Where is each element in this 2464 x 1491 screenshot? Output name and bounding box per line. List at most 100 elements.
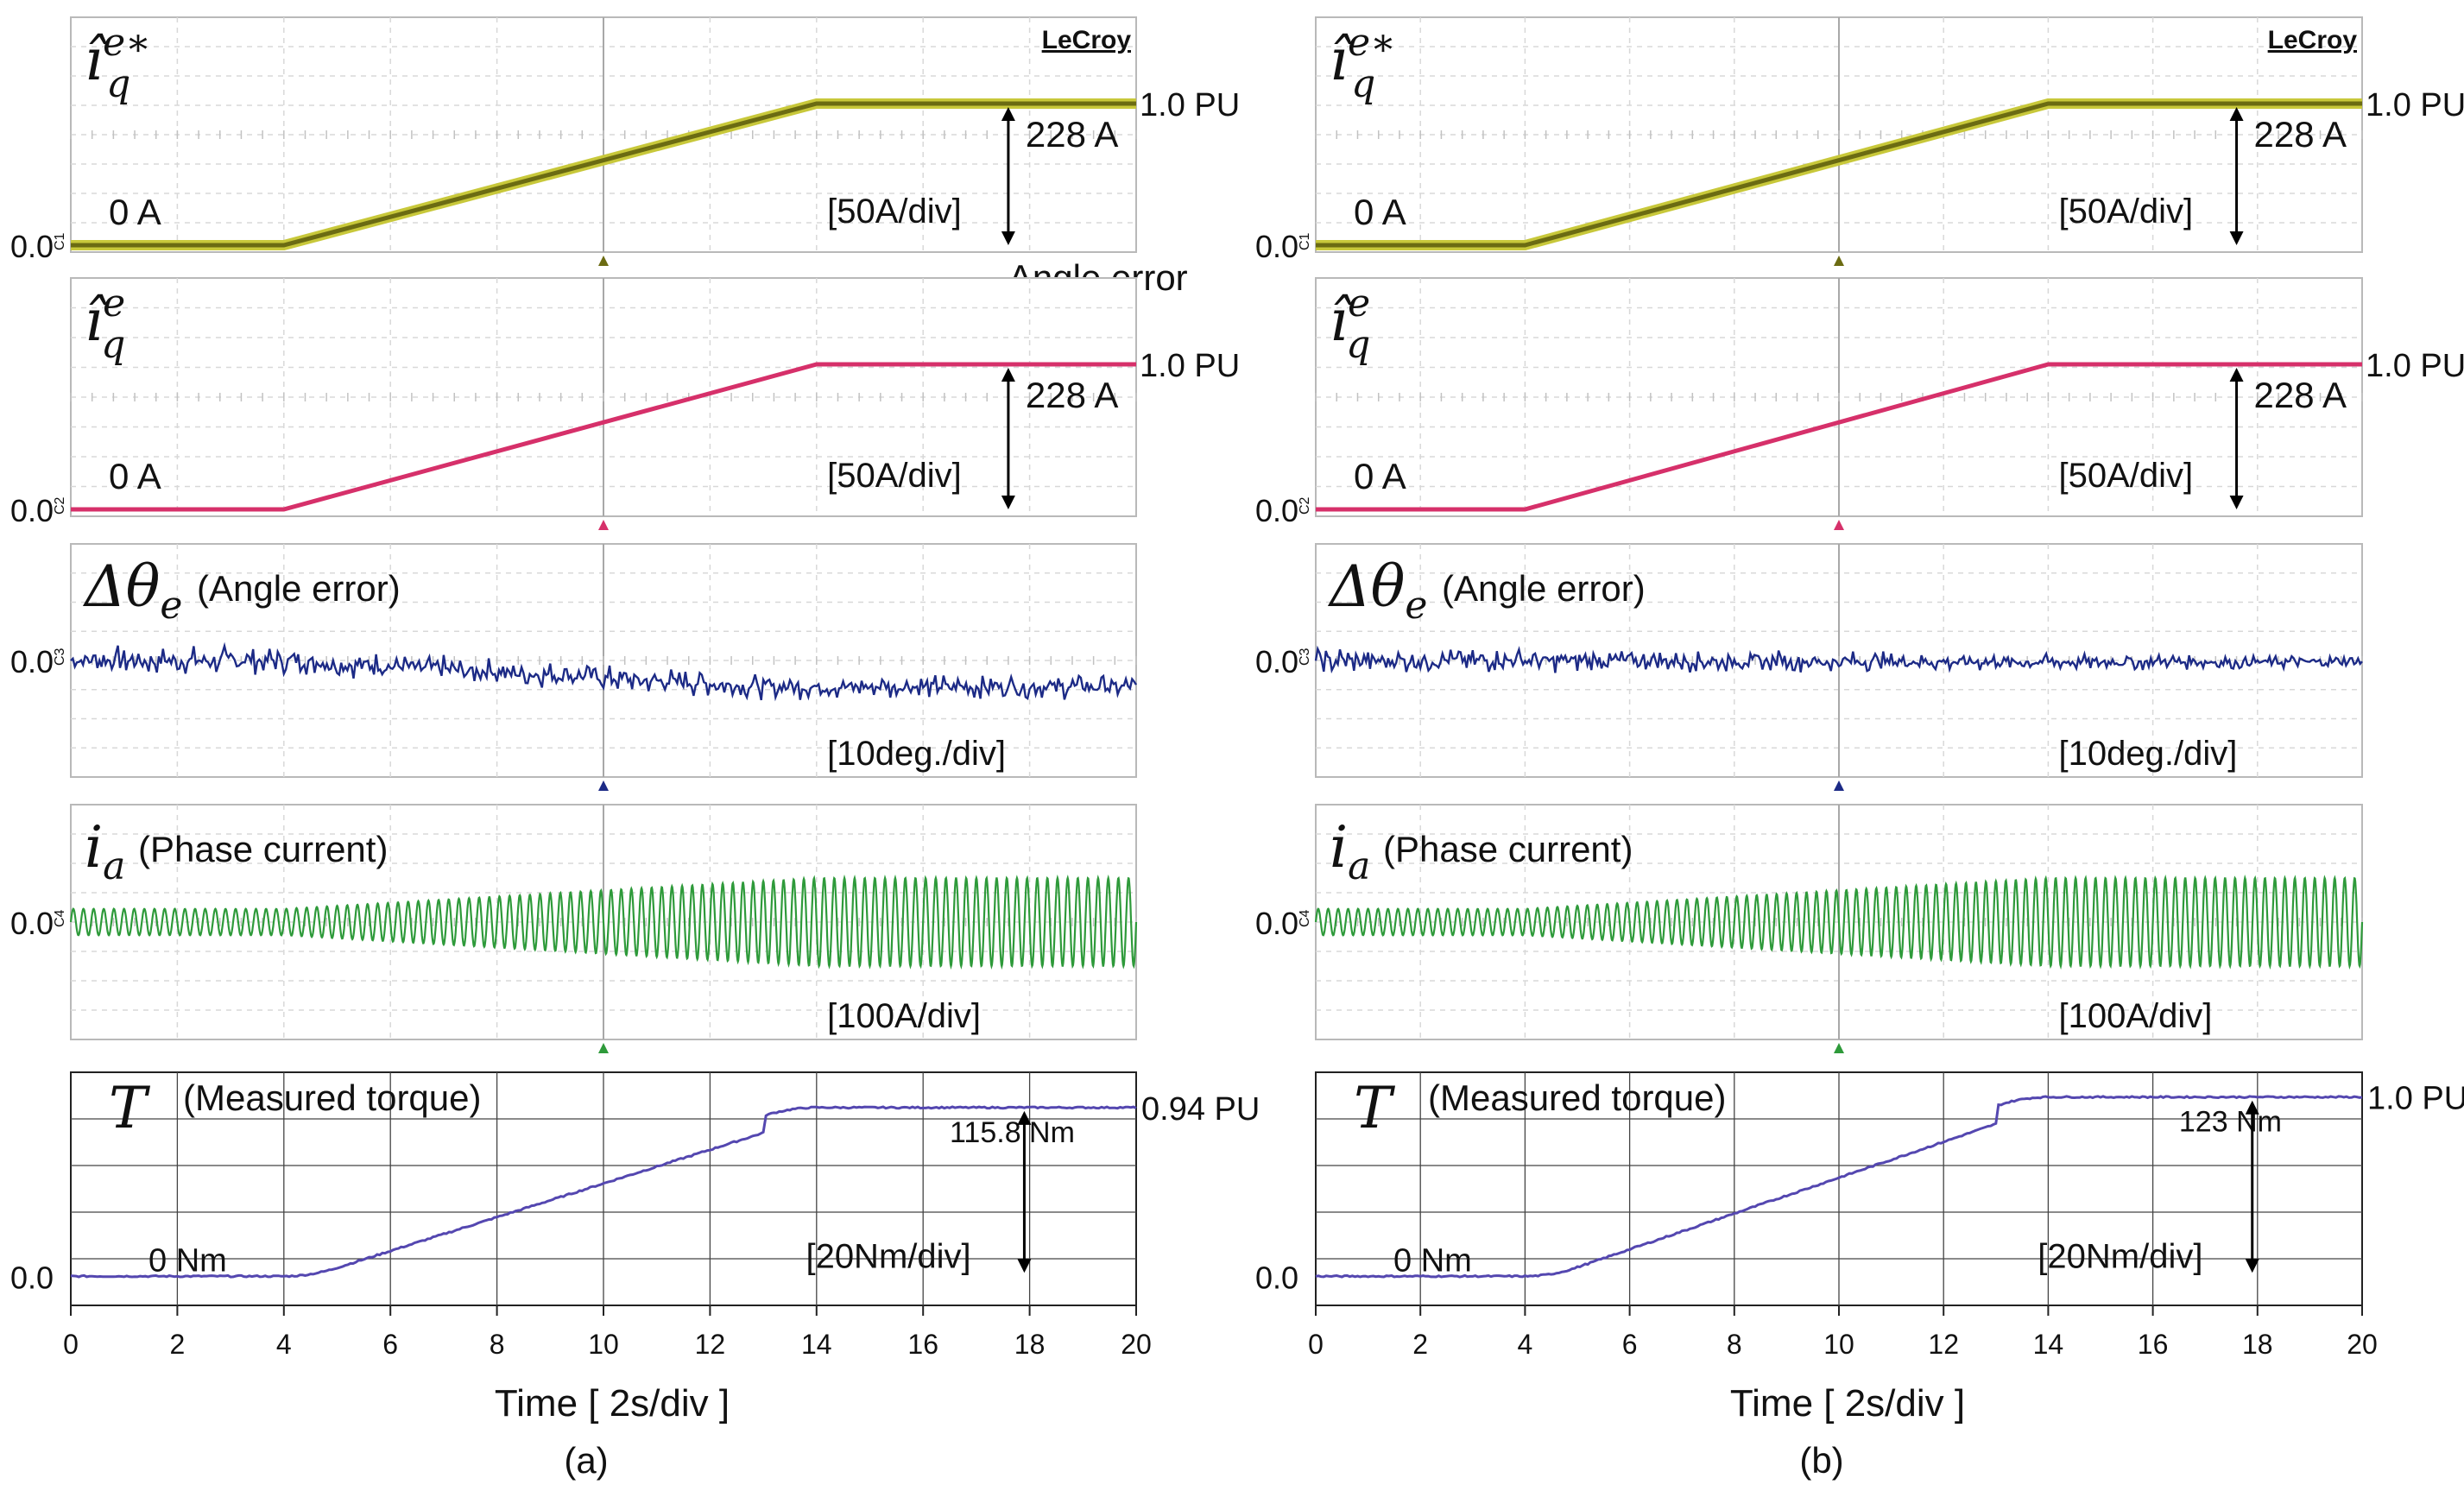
channel-tag: C4: [1298, 909, 1312, 927]
level-label: 1.0 PU: [2366, 348, 2464, 384]
torque-line: [70, 1105, 1137, 1279]
torque-quantity-label: (Measured torque): [1428, 1077, 1727, 1118]
panel-label: (a): [564, 1440, 608, 1481]
start-value-label: 0 A: [109, 456, 161, 496]
zero-label: 0.0: [1255, 906, 1298, 941]
scope-row-ch2: C20.0 0 A 1.0 PU 228 A [50A/div] îe q: [10, 277, 1240, 530]
trace-symbol: Δθe: [1327, 553, 1427, 628]
delta-label: 228 A: [2254, 114, 2347, 155]
x-tick-label: 12: [695, 1329, 726, 1360]
x-tick-label: 10: [1823, 1329, 1854, 1360]
symbol-subscript: q: [1351, 62, 1375, 106]
symbol-main: Δθ: [82, 553, 160, 620]
torque-final-label: 115.8 Nm: [950, 1116, 1075, 1149]
delta-arrow-head-up: [1001, 107, 1015, 121]
x-tick-label: 18: [2242, 1329, 2273, 1360]
symbol-subscript: e: [1405, 584, 1427, 628]
symbol-main: i: [1330, 814, 1348, 881]
trace-symbol: îe q: [1330, 281, 1370, 367]
trigger-marker: [1834, 780, 1844, 791]
level-label: 1.0 PU: [1140, 87, 1240, 123]
x-tick-label: 16: [907, 1329, 938, 1360]
zero-label: 0.0: [1255, 493, 1298, 528]
torque-delta-arrow-head-up: [2245, 1100, 2259, 1115]
symbol-main: i: [85, 814, 103, 881]
x-axis-label: Time [ 2s/div ]: [1730, 1382, 1965, 1425]
zero-label: 0.0: [1255, 644, 1298, 679]
quantity-label: (Angle error): [1442, 568, 1646, 609]
trace-line: [71, 362, 1136, 512]
scale-label: [50A/div]: [827, 457, 962, 495]
x-tick-label: 8: [1727, 1329, 1742, 1360]
torque-symbol: T: [109, 1075, 151, 1141]
x-tick-label: 18: [1014, 1329, 1046, 1360]
zero-label: 0.0: [10, 493, 54, 528]
x-tick-label: 20: [1121, 1329, 1152, 1360]
delta-arrow-head-up: [2229, 107, 2244, 121]
torque-zero-label: 0.0: [1255, 1260, 1298, 1295]
symbol-subscript: q: [101, 323, 125, 367]
x-tick-label: 10: [588, 1329, 619, 1360]
channel-tag: C1: [1298, 232, 1312, 250]
torque-level-label: 1.0 PU: [2367, 1081, 2464, 1117]
zero-label: 0.0: [1255, 229, 1298, 264]
x-tick-label: 4: [1518, 1329, 1533, 1360]
panel-label: (b): [1799, 1440, 1843, 1481]
scale-label: [10deg./div]: [827, 735, 1006, 773]
start-value-label: 0 A: [1354, 192, 1406, 232]
delta-label: 228 A: [1026, 114, 1118, 155]
trigger-marker: [1834, 520, 1844, 530]
brand-logo: LeCroy: [2268, 26, 2358, 54]
symbol-superscript: e: [1348, 281, 1370, 325]
scope-row-ch3: C30.0 [10deg./div] Δθe (Angle error): [1255, 543, 2363, 791]
trace-line: [71, 101, 1136, 248]
trigger-marker: [1834, 1043, 1844, 1053]
symbol-subscript: a: [1348, 844, 1370, 888]
zero-label: 0.0: [10, 229, 54, 264]
x-tick-label: 6: [382, 1329, 398, 1360]
trace-symbol: Δθe: [82, 553, 182, 628]
trace-line: [1314, 645, 2363, 674]
torque-quantity-label: (Measured torque): [183, 1077, 482, 1118]
symbol-subscript: a: [103, 844, 125, 888]
delta-arrow-head-down: [2229, 496, 2244, 509]
symbol-subscript: q: [106, 62, 130, 106]
x-tick-label: 2: [1412, 1329, 1428, 1360]
trace-line: [69, 874, 1138, 970]
zero-label: 0.0: [10, 906, 54, 941]
channel-tag: C3: [53, 648, 67, 666]
x-tick-label: 4: [276, 1329, 292, 1360]
delta-arrow-head-down: [1001, 496, 1015, 509]
trigger-marker: [598, 256, 609, 266]
x-tick-label: 0: [1308, 1329, 1324, 1360]
trace-line: [1316, 362, 2362, 512]
x-tick-label: 16: [2138, 1329, 2169, 1360]
trace-line: [1316, 101, 2362, 248]
scope-row-ch2: C20.0 0 A 1.0 PU 228 A [50A/div] îe q: [1255, 277, 2464, 530]
x-tick-label: 6: [1622, 1329, 1638, 1360]
delta-label: 228 A: [1026, 375, 1118, 415]
level-label: 1.0 PU: [2366, 87, 2464, 123]
x-tick-label: 0: [63, 1329, 79, 1360]
trace-line: [70, 641, 1138, 702]
symbol-main: Δθ: [1327, 553, 1405, 620]
zero-label: 0.0: [10, 644, 54, 679]
torque-zero-label: 0.0: [10, 1260, 54, 1295]
level-label: 1.0 PU: [1140, 348, 1240, 384]
x-tick-label: 20: [2347, 1329, 2378, 1360]
symbol-superscript: e∗: [1348, 21, 1396, 65]
trigger-marker: [1834, 256, 1844, 266]
trigger-marker: [598, 520, 609, 530]
torque-level-label: 0.94 PU: [1141, 1091, 1260, 1128]
torque-delta-arrow-head-up: [1017, 1110, 1032, 1125]
torque-delta-arrow-head-down: [1017, 1259, 1032, 1273]
channel-tag: C2: [1298, 496, 1312, 515]
trace-line: [1314, 874, 2364, 970]
torque-line: [1315, 1095, 2363, 1279]
torque-start-label: 0 Nm: [1393, 1242, 1472, 1279]
